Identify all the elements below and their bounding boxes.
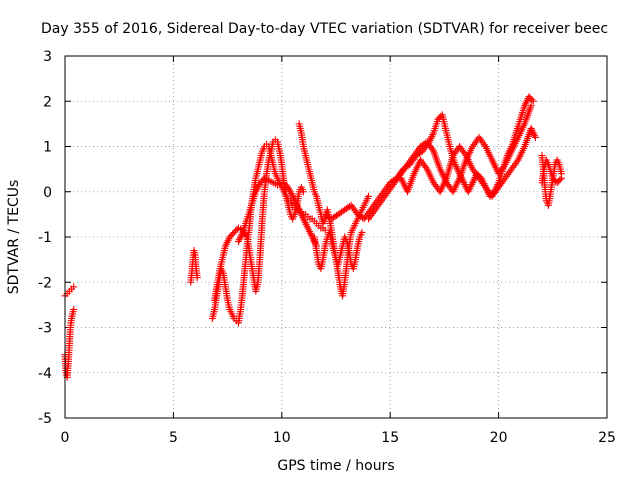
data-point	[528, 96, 536, 104]
data-point	[226, 233, 234, 241]
data-point	[299, 188, 307, 196]
series-seg8	[310, 228, 366, 273]
data-point	[529, 97, 537, 105]
data-point	[553, 179, 561, 187]
data-point	[549, 174, 557, 182]
series-seg11	[397, 124, 539, 200]
y-axis-label: SDTVAR / TECUs	[6, 180, 22, 295]
data-point	[556, 176, 564, 184]
series-seg7	[295, 120, 373, 300]
series-seg5	[211, 136, 307, 304]
data-point	[359, 214, 367, 222]
data-point	[229, 230, 237, 238]
series-seg10	[365, 102, 535, 223]
data-point	[365, 192, 373, 200]
plot-frame	[64, 55, 608, 419]
series-seg3	[187, 247, 201, 286]
y-tick-label: -4	[38, 366, 52, 382]
grid-lines	[65, 56, 607, 418]
data-point	[193, 274, 201, 282]
data-point	[527, 102, 535, 110]
data-point	[256, 179, 264, 187]
y-tick-label: 2	[43, 94, 52, 110]
series-seg13	[538, 156, 565, 187]
x-tick-label: 25	[598, 430, 616, 446]
y-tick-label: 0	[43, 185, 52, 201]
y-tick-label: -1	[38, 230, 52, 246]
y-tick-label: 3	[43, 49, 52, 65]
x-tick-label: 0	[61, 430, 70, 446]
x-tick-label: 5	[169, 430, 178, 446]
y-tick-label: 1	[43, 140, 52, 156]
data-point	[557, 174, 565, 182]
chart-title: Day 355 of 2016, Sidereal Day-to-day VTE…	[41, 21, 608, 37]
data-point	[258, 177, 266, 185]
series-seg6	[234, 174, 320, 250]
y-tick-label: -2	[38, 275, 52, 291]
data-points	[61, 93, 565, 381]
data-point	[227, 231, 235, 239]
x-axis-label: GPS time / hours	[277, 458, 394, 474]
x-tick-label: 20	[490, 430, 508, 446]
data-point	[230, 228, 238, 236]
y-tick-label: -3	[38, 321, 52, 337]
data-point	[525, 93, 533, 101]
data-point	[70, 305, 78, 313]
data-point	[346, 202, 354, 210]
y-tick-label: -5	[38, 411, 52, 427]
series-seg2	[61, 305, 78, 381]
data-point	[421, 139, 429, 147]
data-point	[321, 226, 329, 234]
data-point	[435, 114, 443, 122]
x-tick-label: 15	[381, 430, 399, 446]
data-point	[531, 133, 539, 141]
data-point	[285, 186, 293, 194]
series-seg1	[61, 283, 78, 300]
data-point	[70, 283, 78, 291]
data-point	[555, 177, 563, 185]
tick-labels: 0 5 10 15 20 25 -5 -4 -3 -2 -1 0 1 2 3	[38, 49, 616, 446]
data-point	[526, 94, 534, 102]
data-point	[358, 228, 366, 236]
data-point	[232, 227, 240, 235]
series-seg9	[321, 93, 537, 223]
x-tick-label: 10	[273, 430, 291, 446]
